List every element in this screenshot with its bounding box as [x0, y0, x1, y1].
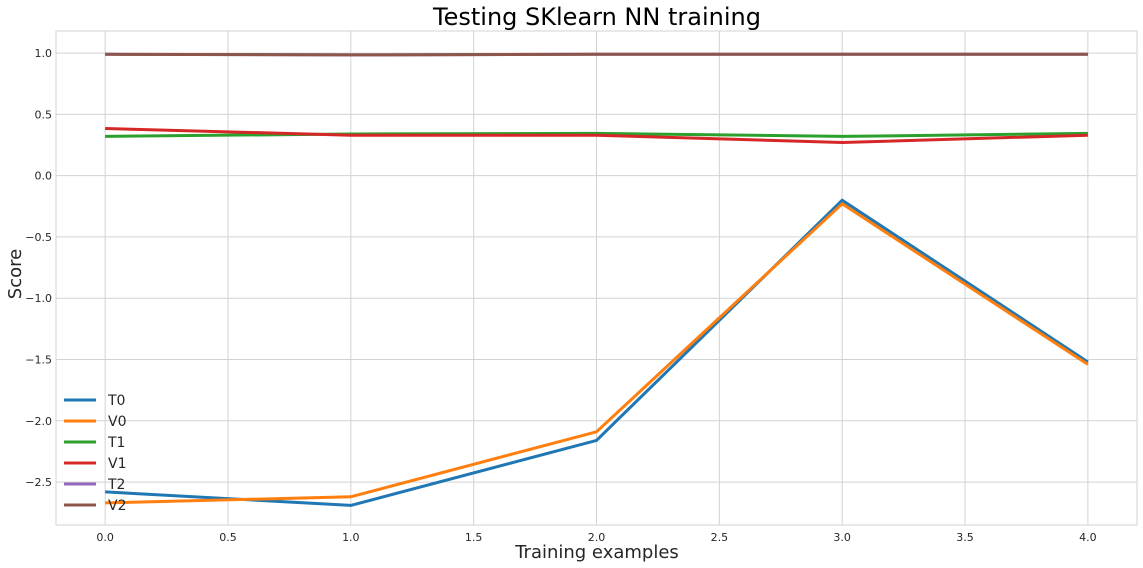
chart-title: Testing SKlearn NN training: [432, 3, 761, 31]
plot-frame: [55, 30, 1138, 526]
series-line-t1: [105, 131, 1088, 138]
x-tick-label: 0.5: [219, 531, 237, 544]
x-tick-label: 4.0: [1079, 531, 1097, 544]
legend-label-v1: V1: [108, 456, 126, 472]
legend-label-v0: V0: [108, 414, 126, 430]
x-axis-title: Training examples: [514, 542, 679, 563]
x-tick-label: 1.5: [465, 531, 483, 544]
legend-label-t0: T0: [107, 393, 125, 409]
y-tick-label: −1.0: [25, 292, 52, 305]
x-tick-label: 0.0: [96, 531, 114, 544]
y-tick-label: −1.5: [25, 354, 52, 367]
x-tick-label: 3.0: [833, 531, 851, 544]
series-lines: [105, 52, 1089, 507]
y-tick-label: 0.5: [35, 108, 53, 121]
series-line-v2: [105, 52, 1088, 57]
legend: T0 V0 T1 V1 T2 V2: [64, 393, 126, 514]
x-tick-label: 3.5: [956, 531, 974, 544]
grid: [56, 31, 1137, 525]
y-tick-label: −2.0: [25, 415, 52, 428]
legend-label-v2: V2: [108, 498, 126, 514]
y-tick-labels: −2.5 −2.0 −1.5 −1.0 −0.5 0.0 0.5 1.0: [25, 47, 52, 489]
series-line-v1: [105, 127, 1088, 144]
y-tick-label: −0.5: [25, 231, 52, 244]
x-tick-label: 1.0: [342, 531, 360, 544]
y-tick-label: 0.0: [35, 170, 53, 183]
x-tick-label: 2.0: [588, 531, 606, 544]
y-tick-label: 1.0: [35, 47, 53, 60]
y-tick-label: −2.5: [25, 476, 52, 489]
x-tick-label: 2.5: [711, 531, 729, 544]
legend-label-t1: T1: [107, 435, 125, 451]
x-tick-labels: 0.0 0.5 1.0 1.5 2.0 2.5 3.0 3.5 4.0: [96, 531, 1096, 544]
y-axis-title: Score: [5, 249, 26, 299]
series-line-v0: [105, 202, 1089, 505]
series-line-t0: [105, 198, 1089, 507]
legend-label-t2: T2: [107, 477, 125, 493]
